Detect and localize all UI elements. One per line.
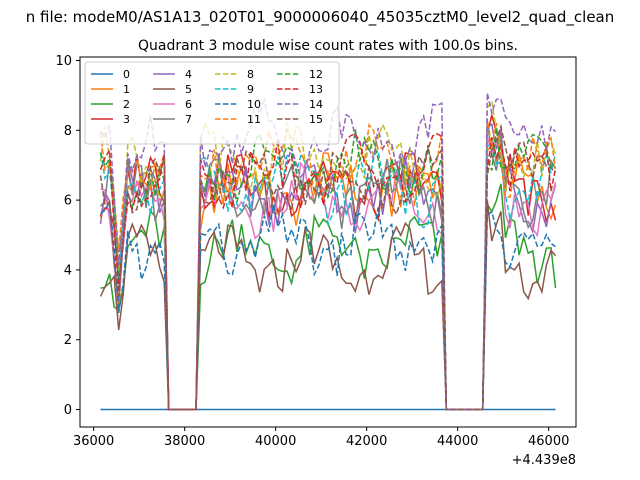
chart-suptitle: n file: modeM0/AS1A13_020T01_9000006040_… — [26, 8, 615, 27]
x-axis-offset-label: +4.439e8 — [512, 453, 576, 468]
legend-label-14: 14 — [309, 98, 323, 111]
x-axis: 36000 38000 40000 42000 44000 46000 — [73, 427, 569, 449]
y-tick-label: 0 — [64, 403, 72, 418]
legend-label-12: 12 — [309, 68, 323, 81]
y-tick-label: 8 — [64, 124, 72, 139]
y-tick-label: 4 — [64, 263, 72, 278]
y-tick-label: 6 — [64, 194, 72, 209]
legend-label-0: 0 — [123, 68, 130, 81]
legend-frame — [84, 61, 340, 145]
x-tick-label: 36000 — [73, 434, 114, 449]
axes-frame — [79, 56, 577, 428]
legend-label-1: 1 — [123, 83, 130, 96]
legend-label-6: 6 — [185, 98, 192, 111]
series-line-14 — [99, 92, 557, 411]
legend-label-2: 2 — [123, 98, 130, 111]
plot-area — [99, 92, 557, 411]
legend-label-5: 5 — [185, 83, 192, 96]
x-tick-label: 46000 — [528, 434, 569, 449]
y-tick-label: 10 — [55, 54, 72, 69]
legend-label-11: 11 — [247, 113, 261, 126]
y-tick-label: 2 — [64, 333, 72, 348]
legend-label-3: 3 — [123, 113, 130, 126]
chart-title: Quadrant 3 module wise count rates with … — [138, 38, 518, 54]
legend-label-9: 9 — [247, 83, 254, 96]
series-line-15 — [99, 123, 557, 411]
x-tick-label: 38000 — [164, 434, 205, 449]
x-tick-label: 42000 — [346, 434, 387, 449]
legend-label-10: 10 — [247, 98, 261, 111]
legend-label-8: 8 — [247, 68, 254, 81]
x-tick-label: 40000 — [255, 434, 296, 449]
y-axis: 0 2 4 6 8 10 — [55, 54, 80, 418]
legend-label-13: 13 — [309, 83, 323, 96]
legend-label-15: 15 — [309, 113, 323, 126]
legend-label-7: 7 — [185, 113, 192, 126]
series-layer — [99, 92, 557, 411]
x-tick-label: 44000 — [437, 434, 478, 449]
legend-label-4: 4 — [185, 68, 192, 81]
